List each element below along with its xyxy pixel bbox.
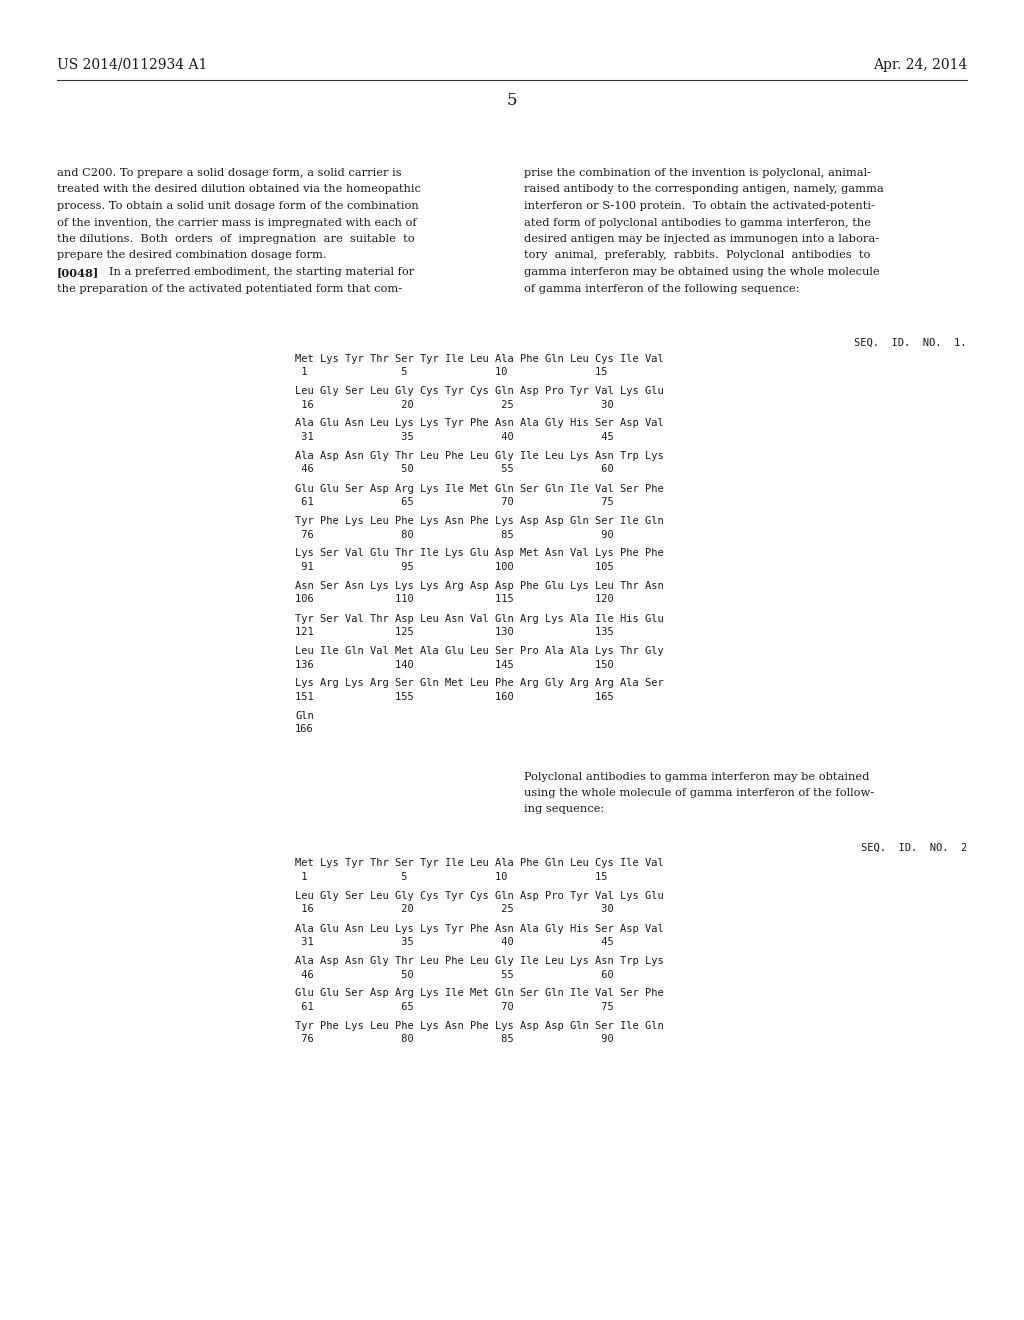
Text: Leu Gly Ser Leu Gly Cys Tyr Cys Gln Asp Pro Tyr Val Lys Glu: Leu Gly Ser Leu Gly Cys Tyr Cys Gln Asp … <box>295 385 664 396</box>
Text: Met Lys Tyr Thr Ser Tyr Ile Leu Ala Phe Gln Leu Cys Ile Val: Met Lys Tyr Thr Ser Tyr Ile Leu Ala Phe … <box>295 354 664 363</box>
Text: ated form of polyclonal antibodies to gamma interferon, the: ated form of polyclonal antibodies to ga… <box>524 218 871 227</box>
Text: 136             140             145             150: 136 140 145 150 <box>295 660 613 669</box>
Text: 31              35              40              45: 31 35 40 45 <box>295 937 613 946</box>
Text: Ala Glu Asn Leu Lys Lys Tyr Phe Asn Ala Gly His Ser Asp Val: Ala Glu Asn Leu Lys Lys Tyr Phe Asn Ala … <box>295 924 664 933</box>
Text: 61              65              70              75: 61 65 70 75 <box>295 1002 613 1012</box>
Text: raised antibody to the corresponding antigen, namely, gamma: raised antibody to the corresponding ant… <box>524 185 884 194</box>
Text: SEQ.  ID.  NO.  2: SEQ. ID. NO. 2 <box>861 843 967 853</box>
Text: Ala Asp Asn Gly Thr Leu Phe Leu Gly Ile Leu Lys Asn Trp Lys: Ala Asp Asn Gly Thr Leu Phe Leu Gly Ile … <box>295 451 664 461</box>
Text: Tyr Phe Lys Leu Phe Lys Asn Phe Lys Asp Asp Gln Ser Ile Gln: Tyr Phe Lys Leu Phe Lys Asn Phe Lys Asp … <box>295 516 664 525</box>
Text: 16              20              25              30: 16 20 25 30 <box>295 904 613 915</box>
Text: 1               5              10              15: 1 5 10 15 <box>295 873 607 882</box>
Text: 121             125             130             135: 121 125 130 135 <box>295 627 613 638</box>
Text: In a preferred embodiment, the starting material for: In a preferred embodiment, the starting … <box>109 267 415 277</box>
Text: Tyr Ser Val Thr Asp Leu Asn Val Gln Arg Lys Ala Ile His Glu: Tyr Ser Val Thr Asp Leu Asn Val Gln Arg … <box>295 614 664 623</box>
Text: and C200. To prepare a solid dosage form, a solid carrier is: and C200. To prepare a solid dosage form… <box>57 168 401 178</box>
Text: Ala Glu Asn Leu Lys Lys Tyr Phe Asn Ala Gly His Ser Asp Val: Ala Glu Asn Leu Lys Lys Tyr Phe Asn Ala … <box>295 418 664 429</box>
Text: using the whole molecule of gamma interferon of the follow-: using the whole molecule of gamma interf… <box>524 788 874 799</box>
Text: process. To obtain a solid unit dosage form of the combination: process. To obtain a solid unit dosage f… <box>57 201 419 211</box>
Text: 76              80              85              90: 76 80 85 90 <box>295 529 613 540</box>
Text: interferon or S-100 protein.  To obtain the activated-potenti-: interferon or S-100 protein. To obtain t… <box>524 201 874 211</box>
Text: prepare the desired combination dosage form.: prepare the desired combination dosage f… <box>57 251 327 260</box>
Text: Leu Ile Gln Val Met Ala Glu Leu Ser Pro Ala Ala Lys Thr Gly: Leu Ile Gln Val Met Ala Glu Leu Ser Pro … <box>295 645 664 656</box>
Text: treated with the desired dilution obtained via the homeopathic: treated with the desired dilution obtain… <box>57 185 421 194</box>
Text: Lys Ser Val Glu Thr Ile Lys Glu Asp Met Asn Val Lys Phe Phe: Lys Ser Val Glu Thr Ile Lys Glu Asp Met … <box>295 549 664 558</box>
Text: 1               5              10              15: 1 5 10 15 <box>295 367 607 378</box>
Text: US 2014/0112934 A1: US 2014/0112934 A1 <box>57 58 208 73</box>
Text: 46              50              55              60: 46 50 55 60 <box>295 969 613 979</box>
Text: of the invention, the carrier mass is impregnated with each of: of the invention, the carrier mass is im… <box>57 218 417 227</box>
Text: Met Lys Tyr Thr Ser Tyr Ile Leu Ala Phe Gln Leu Cys Ile Val: Met Lys Tyr Thr Ser Tyr Ile Leu Ala Phe … <box>295 858 664 869</box>
Text: tory  animal,  preferably,  rabbits.  Polyclonal  antibodies  to: tory animal, preferably, rabbits. Polycl… <box>524 251 870 260</box>
Text: gamma interferon may be obtained using the whole molecule: gamma interferon may be obtained using t… <box>524 267 880 277</box>
Text: the dilutions.  Both  orders  of  impregnation  are  suitable  to: the dilutions. Both orders of impregnati… <box>57 234 415 244</box>
Text: Glu Glu Ser Asp Arg Lys Ile Met Gln Ser Gln Ile Val Ser Phe: Glu Glu Ser Asp Arg Lys Ile Met Gln Ser … <box>295 483 664 494</box>
Text: Ala Asp Asn Gly Thr Leu Phe Leu Gly Ile Leu Lys Asn Trp Lys: Ala Asp Asn Gly Thr Leu Phe Leu Gly Ile … <box>295 956 664 966</box>
Text: Lys Arg Lys Arg Ser Gln Met Leu Phe Arg Gly Arg Arg Ala Ser: Lys Arg Lys Arg Ser Gln Met Leu Phe Arg … <box>295 678 664 689</box>
Text: SEQ.  ID.  NO.  1.: SEQ. ID. NO. 1. <box>854 338 967 348</box>
Text: 91              95             100             105: 91 95 100 105 <box>295 562 613 572</box>
Text: Glu Glu Ser Asp Arg Lys Ile Met Gln Ser Gln Ile Val Ser Phe: Glu Glu Ser Asp Arg Lys Ile Met Gln Ser … <box>295 989 664 998</box>
Text: ing sequence:: ing sequence: <box>524 804 604 814</box>
Text: 106             110             115             120: 106 110 115 120 <box>295 594 613 605</box>
Text: Tyr Phe Lys Leu Phe Lys Asn Phe Lys Asp Asp Gln Ser Ile Gln: Tyr Phe Lys Leu Phe Lys Asn Phe Lys Asp … <box>295 1020 664 1031</box>
Text: Gln: Gln <box>295 711 313 721</box>
Text: 166: 166 <box>295 725 313 734</box>
Text: Apr. 24, 2014: Apr. 24, 2014 <box>872 58 967 73</box>
Text: 16              20              25              30: 16 20 25 30 <box>295 400 613 409</box>
Text: of gamma interferon of the following sequence:: of gamma interferon of the following seq… <box>524 284 800 293</box>
Text: 61              65              70              75: 61 65 70 75 <box>295 498 613 507</box>
Text: the preparation of the activated potentiated form that com-: the preparation of the activated potenti… <box>57 284 402 293</box>
Text: 151             155             160             165: 151 155 160 165 <box>295 692 613 702</box>
Text: 31              35              40              45: 31 35 40 45 <box>295 432 613 442</box>
Text: Polyclonal antibodies to gamma interferon may be obtained: Polyclonal antibodies to gamma interfero… <box>524 771 869 781</box>
Text: prise the combination of the invention is polyclonal, animal-: prise the combination of the invention i… <box>524 168 871 178</box>
Text: Asn Ser Asn Lys Lys Lys Arg Asp Asp Phe Glu Lys Leu Thr Asn: Asn Ser Asn Lys Lys Lys Arg Asp Asp Phe … <box>295 581 664 591</box>
Text: 5: 5 <box>507 92 517 110</box>
Text: desired antigen may be injected as immunogen into a labora-: desired antigen may be injected as immun… <box>524 234 880 244</box>
Text: [0048]: [0048] <box>57 267 99 279</box>
Text: 46              50              55              60: 46 50 55 60 <box>295 465 613 474</box>
Text: Leu Gly Ser Leu Gly Cys Tyr Cys Gln Asp Pro Tyr Val Lys Glu: Leu Gly Ser Leu Gly Cys Tyr Cys Gln Asp … <box>295 891 664 902</box>
Text: 76              80              85              90: 76 80 85 90 <box>295 1035 613 1044</box>
